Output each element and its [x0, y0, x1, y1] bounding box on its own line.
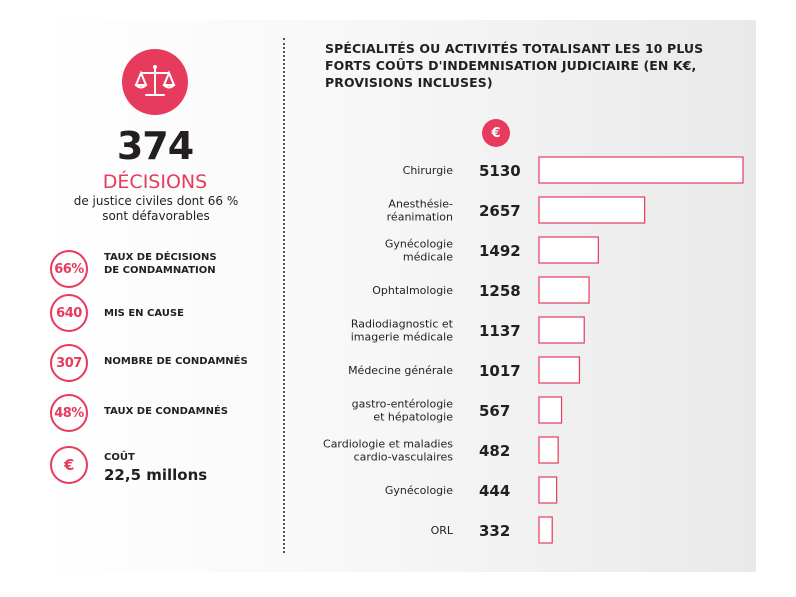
category-label: Médecine générale: [348, 364, 453, 377]
euro-icon: €: [50, 446, 88, 484]
decisions-description: de justice civiles dont 66 % sont défavo…: [73, 194, 239, 223]
stat-label-convicted: NOMBRE DE CONDAMNÉS: [104, 356, 248, 367]
stat-circle-implicated: 640: [50, 294, 88, 332]
category-label: Cardiologie et maladies cardio-vasculaire…: [323, 438, 453, 464]
stat-circle-rate-convicted: 48%: [50, 394, 88, 432]
value-label: 567: [479, 402, 510, 420]
bar: [538, 356, 581, 384]
value-label: 482: [479, 442, 510, 460]
value-label: 2657: [479, 202, 521, 220]
stat-circle-rate-decisions: 66%: [50, 250, 88, 288]
category-label: Chirurgie: [403, 164, 454, 177]
category-label: Gynécologie médicale: [385, 238, 453, 264]
stat-label-rate-convicted: TAUX DE CONDAMNÉS: [104, 406, 229, 417]
bar-chart: Chirurgie 5130 Anesthésie-réanimation 2657 G…: [323, 156, 744, 544]
category-label: Ophtalmologie: [372, 284, 453, 297]
stat-circle-convicted: 307: [50, 344, 88, 382]
value-label: 1137: [479, 322, 521, 340]
bar: [538, 276, 590, 304]
bar: [538, 196, 646, 224]
scale-icon: [122, 49, 188, 115]
category-label: ORL: [431, 524, 454, 537]
decisions-count: 374: [116, 124, 194, 168]
value-label: 5130: [479, 162, 521, 180]
decisions-label: DÉCISIONS: [102, 171, 208, 193]
bar: [538, 436, 559, 464]
bar: [538, 156, 744, 184]
stat-label-rate-decisions: TAUX DE DÉCISIONS DE CONDAMNATION: [104, 252, 217, 276]
bar: [538, 516, 553, 544]
bar: [538, 316, 585, 344]
stat-value-cost: 22,5 millons: [104, 466, 208, 484]
value-label: 1258: [479, 282, 521, 300]
euro-unit-icon: €: [482, 119, 510, 147]
value-label: 1017: [479, 362, 521, 380]
value-label: 1492: [479, 242, 521, 260]
chart-title: SPÉCIALITÉS OU ACTIVITÉS TOTALISANT LES …: [325, 41, 704, 90]
dotted-divider: [283, 38, 285, 553]
stat-label-cost: COÛT: [104, 452, 135, 463]
category-label: Gynécologie: [385, 484, 453, 497]
stat-label-implicated: MIS EN CAUSE: [104, 308, 184, 319]
value-label: 444: [479, 482, 510, 500]
category-label: gastro-entérologie et hépatologie: [352, 398, 454, 424]
category-label: Radiodiagnostic et imagerie médicale: [351, 318, 454, 344]
bar: [538, 476, 558, 504]
value-label: 332: [479, 522, 510, 540]
bar: [538, 396, 563, 424]
bar: [538, 236, 599, 264]
category-label: Anesthésie-réanimation: [387, 198, 453, 224]
